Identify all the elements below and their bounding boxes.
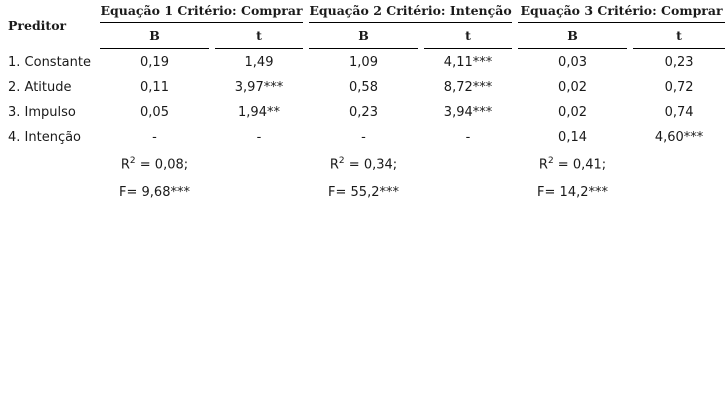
table-cell: 0,23 bbox=[349, 105, 378, 120]
regression-table-container: Preditor Equação 1 Critério: Comprar Equ… bbox=[0, 0, 728, 206]
eq1-f-statistic: F= 9,68*** bbox=[119, 184, 190, 200]
table-row: 1. Constante 0,19 1,49 1,09 4,11*** 0,03… bbox=[0, 50, 728, 75]
equation-2-title: Equação 2 Critério: Intenção bbox=[309, 3, 513, 23]
table-cell: 1,09 bbox=[349, 55, 378, 70]
table-row: 2. Atitude 0,11 3,97*** 0,58 8,72*** 0,0… bbox=[0, 75, 728, 100]
table-cell: 3,94*** bbox=[443, 105, 493, 120]
equation-3-title: Equação 3 Critério: Comprar bbox=[518, 3, 726, 23]
row-label: 2. Atitude bbox=[8, 80, 72, 95]
regression-table: Preditor Equação 1 Critério: Comprar Equ… bbox=[0, 0, 728, 206]
table-row: 3. Impulso 0,05 1,94** 0,23 3,94*** 0,02… bbox=[0, 100, 728, 125]
table-cell: - bbox=[465, 130, 471, 145]
predictor-header: Preditor bbox=[8, 17, 67, 33]
equation-2-header: Equação 2 Critério: Intenção bbox=[306, 0, 515, 26]
eq3-f-statistic: F= 14,2*** bbox=[537, 184, 608, 200]
eq2-r-squared: R2 = 0,34; bbox=[329, 155, 398, 173]
table-cell: 0,74 bbox=[664, 105, 694, 120]
table-cell: 0,11 bbox=[140, 80, 169, 95]
r-squared-row: R2 = 0,08; R2 = 0,34; R2 = 0,41; bbox=[0, 150, 728, 178]
table-cell: 0,05 bbox=[140, 105, 169, 120]
table-cell: 4,11*** bbox=[443, 55, 493, 70]
table-cell: 0,72 bbox=[664, 80, 694, 95]
table-cell: 0,03 bbox=[558, 55, 587, 70]
eq3-b-header: B bbox=[515, 26, 630, 50]
table-cell: - bbox=[256, 130, 262, 145]
table-cell: 0,02 bbox=[558, 80, 587, 95]
eq3-r-squared: R2 = 0,41; bbox=[538, 155, 607, 173]
equation-1-title: Equação 1 Critério: Comprar bbox=[100, 3, 304, 23]
eq1-t-header: t bbox=[212, 26, 306, 50]
table-cell: 4,60*** bbox=[654, 130, 704, 145]
eq3-t-header: t bbox=[630, 26, 728, 50]
eq2-t-header: t bbox=[421, 26, 515, 50]
eq2-b-header: B bbox=[306, 26, 421, 50]
equation-1-header: Equação 1 Critério: Comprar bbox=[97, 0, 306, 26]
eq1-r-squared: R2 = 0,08; bbox=[120, 155, 189, 173]
table-cell: 0,14 bbox=[558, 130, 587, 145]
table-cell: 0,58 bbox=[349, 80, 378, 95]
equation-3-header: Equação 3 Critério: Comprar bbox=[515, 0, 728, 26]
table-cell: 8,72*** bbox=[443, 80, 493, 95]
table-cell: 0,02 bbox=[558, 105, 587, 120]
row-label: 3. Impulso bbox=[8, 105, 76, 120]
row-label: 4. Intenção bbox=[8, 130, 82, 145]
table-cell: - bbox=[152, 130, 157, 145]
table-cell: 1,49 bbox=[244, 55, 274, 70]
table-cell: 0,19 bbox=[140, 55, 169, 70]
eq1-b-header: B bbox=[97, 26, 212, 50]
f-statistic-row: F= 9,68*** F= 55,2*** F= 14,2*** bbox=[0, 178, 728, 206]
eq2-f-statistic: F= 55,2*** bbox=[328, 184, 399, 200]
table-cell: 1,94** bbox=[238, 105, 280, 120]
row-label: 1. Constante bbox=[8, 55, 91, 70]
table-cell: 3,97*** bbox=[234, 80, 284, 95]
table-cell: 0,23 bbox=[664, 55, 694, 70]
table-row: 4. Intenção - - - - 0,14 4,60*** bbox=[0, 125, 728, 150]
table-cell: - bbox=[361, 130, 366, 145]
